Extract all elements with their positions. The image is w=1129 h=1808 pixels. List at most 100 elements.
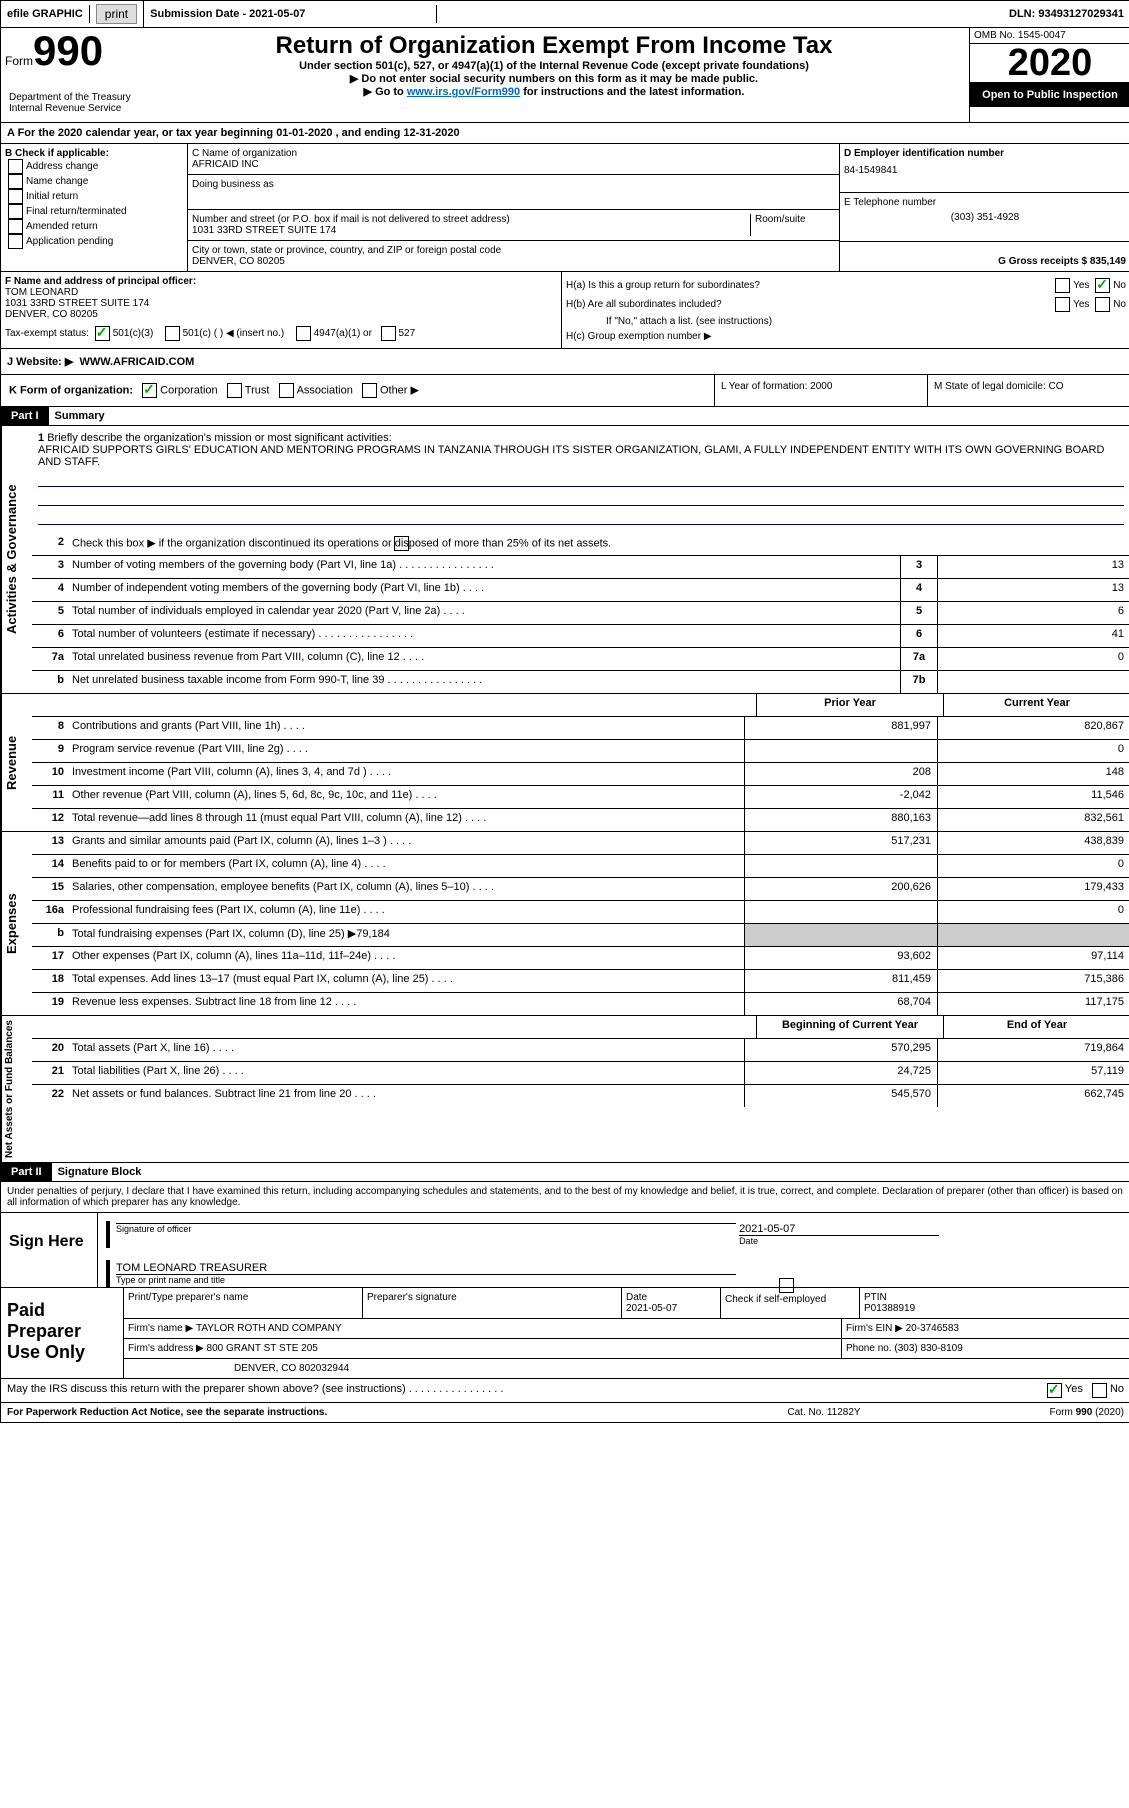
l4-box: 4 — [900, 579, 937, 601]
preparer-section: Paid Preparer Use Only Print/Type prepar… — [1, 1288, 1129, 1379]
chk-name[interactable]: Name change — [5, 174, 183, 189]
ein-val: 84-1549841 — [844, 165, 1126, 176]
row-num: 16a — [32, 901, 68, 923]
table-row: 19 Revenue less expenses. Subtract line … — [32, 993, 1129, 1015]
row-cy: 715,386 — [937, 970, 1129, 992]
line4: 4 Number of independent voting members o… — [32, 579, 1129, 602]
chk-501c[interactable] — [165, 326, 180, 341]
form-sub3: ▶ Go to www.irs.gov/Form990 for instruct… — [143, 85, 965, 98]
part1-title: Summary — [49, 407, 111, 425]
lbl-amended: Amended return — [26, 221, 98, 232]
row-num: 8 — [32, 717, 68, 739]
row-cy: 820,867 — [937, 717, 1129, 739]
sig-row: Sign Here Signature of officer 2021-05-0… — [1, 1213, 1129, 1287]
sig-date-val: 2021-05-07 — [739, 1223, 795, 1235]
row-lbl: Total revenue—add lines 8 through 11 (mu… — [68, 809, 744, 831]
chk-corp[interactable] — [142, 383, 157, 398]
discuss-no[interactable] — [1092, 1383, 1107, 1398]
row-lbl: Contributions and grants (Part VIII, lin… — [68, 717, 744, 739]
row-j: J Website: ▶ WWW.AFRICAID.COM — [1, 349, 1129, 375]
chk-address[interactable]: Address change — [5, 159, 183, 174]
footer-mid: Cat. No. 11282Y — [724, 1407, 924, 1418]
chk-selfemp[interactable] — [779, 1278, 794, 1293]
chk-trust[interactable] — [227, 383, 242, 398]
lbl-other: Other ▶ — [380, 384, 419, 396]
row-py: 68,704 — [744, 993, 937, 1015]
sig-declaration: Under penalties of perjury, I declare th… — [1, 1182, 1129, 1213]
ha-yes[interactable] — [1055, 278, 1070, 293]
desc-line-2 — [38, 489, 1124, 506]
sign-here-section: Sign Here Signature of officer 2021-05-0… — [1, 1213, 1129, 1288]
l7b-lbl: Net unrelated business taxable income fr… — [68, 671, 900, 693]
print-button[interactable]: print — [96, 4, 137, 24]
row-num: 11 — [32, 786, 68, 808]
org-city: DENVER, CO 80205 — [192, 256, 835, 267]
chk-pending[interactable]: Application pending — [5, 234, 183, 249]
chk-other[interactable] — [362, 383, 377, 398]
col-b: B Check if applicable: Address change Na… — [1, 144, 188, 271]
firm-ein-cell: Firm's EIN ▶ 20-3746583 — [842, 1319, 1129, 1338]
chk-527[interactable] — [381, 326, 396, 341]
part1-header: Part I Summary — [1, 407, 1129, 426]
sub3-post: for instructions and the latest informat… — [520, 86, 744, 98]
chk-4947[interactable] — [296, 326, 311, 341]
row-cy: 11,546 — [937, 786, 1129, 808]
chk-final[interactable]: Final return/terminated — [5, 204, 183, 219]
l2-chk[interactable] — [394, 536, 409, 551]
row-py: 517,231 — [744, 832, 937, 854]
row-lbl: Investment income (Part VIII, column (A)… — [68, 763, 744, 785]
chk-amended[interactable]: Amended return — [5, 219, 183, 234]
row-num: 14 — [32, 855, 68, 877]
prep-date-lbl: Date — [626, 1292, 716, 1303]
hb-note: If "No," attach a list. (see instruction… — [566, 314, 1126, 329]
row-py: 24,725 — [744, 1062, 937, 1084]
row-py — [744, 901, 937, 923]
section-fh: F Name and address of principal officer:… — [1, 272, 1129, 349]
firm-name-lbl: Firm's name ▶ — [128, 1323, 193, 1334]
discuss-yes[interactable] — [1047, 1383, 1062, 1398]
col-c: C Name of organization AFRICAID INC Doin… — [188, 144, 839, 271]
desc-line-3 — [38, 508, 1124, 525]
line6: 6 Total number of volunteers (estimate i… — [32, 625, 1129, 648]
name-lbl: C Name of organization — [192, 148, 835, 159]
line1-block: 1 Briefly describe the organization's mi… — [32, 426, 1129, 533]
col-h: H(a) Is this a group return for subordin… — [562, 272, 1129, 348]
row-lbl: Total fundraising expenses (Part IX, col… — [68, 924, 744, 946]
city-lbl: City or town, state or province, country… — [192, 245, 835, 256]
lbl-corp: Corporation — [160, 384, 217, 396]
instructions-link[interactable]: www.irs.gov/Form990 — [407, 86, 520, 98]
ha-no[interactable] — [1095, 278, 1110, 293]
l3-val: 13 — [937, 556, 1129, 578]
phone-val: (303) 351-4928 — [844, 212, 1126, 223]
open-public: Open to Public Inspection — [970, 83, 1129, 107]
hb-no[interactable] — [1095, 297, 1110, 312]
side-expenses: Expenses — [1, 832, 32, 1015]
tax-year: 2020 — [970, 44, 1129, 83]
form-header: Form990 Department of the Treasury Inter… — [1, 28, 1129, 123]
chk-initial[interactable]: Initial return — [5, 189, 183, 204]
prep-self-cell: Check if self-employed — [721, 1288, 860, 1318]
row-lbl: Total liabilities (Part X, line 26) — [68, 1062, 744, 1084]
lbl-501c: 501(c) ( ) ◀ (insert no.) — [183, 328, 285, 339]
addr-left: Number and street (or P.O. box if mail i… — [192, 214, 751, 236]
activities-body: 1 Briefly describe the organization's mi… — [32, 426, 1129, 693]
row-py — [744, 924, 937, 946]
prep-sig-lbl: Preparer's signature — [363, 1288, 622, 1318]
row-py: 545,570 — [744, 1085, 937, 1107]
row-num: 10 — [32, 763, 68, 785]
row-cy: 0 — [937, 901, 1129, 923]
na-hdr-lbl — [68, 1016, 756, 1038]
chk-501c3[interactable] — [95, 326, 110, 341]
chk-assoc[interactable] — [279, 383, 294, 398]
efile-label: efile GRAPHIC — [1, 5, 90, 23]
row-a: A For the 2020 calendar year, or tax yea… — [1, 123, 1129, 144]
header-right: OMB No. 1545-0047 2020 Open to Public In… — [969, 28, 1129, 122]
hb-yes[interactable] — [1055, 297, 1070, 312]
ha-line: H(a) Is this a group return for subordin… — [566, 276, 1126, 295]
row-cy: 438,839 — [937, 832, 1129, 854]
lbl-initial: Initial return — [26, 191, 78, 202]
firm-phone-cell: Phone no. (303) 830-8109 — [842, 1339, 1129, 1358]
expenses-body: 13 Grants and similar amounts paid (Part… — [32, 832, 1129, 1015]
table-row: 20 Total assets (Part X, line 16) 570,29… — [32, 1039, 1129, 1062]
row-lbl: Other revenue (Part VIII, column (A), li… — [68, 786, 744, 808]
